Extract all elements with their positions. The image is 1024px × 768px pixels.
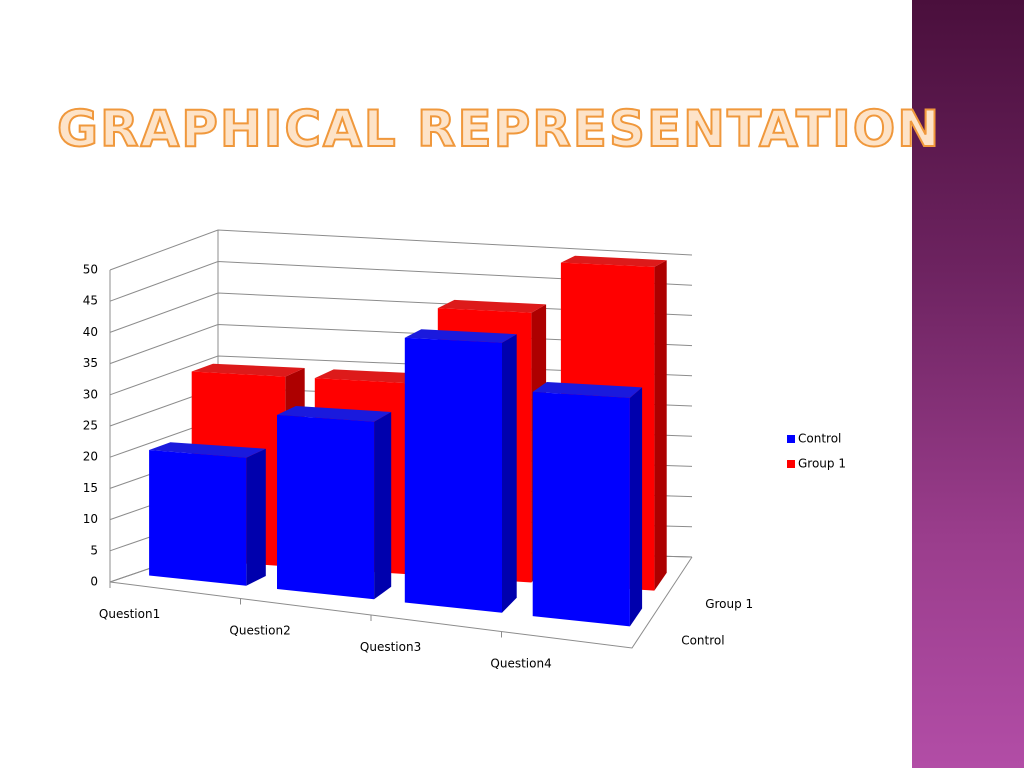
- bar-side: [246, 448, 266, 586]
- x-tick-label: Question1: [99, 607, 160, 621]
- axis-line: [109, 556, 693, 649]
- legend-label: Control: [798, 432, 841, 446]
- grid-line: [109, 260, 693, 302]
- bar: [532, 391, 630, 627]
- legend-swatch: [787, 435, 795, 443]
- bar-top: [314, 369, 426, 384]
- bar-top: [560, 255, 667, 267]
- side-panel: [912, 0, 1024, 768]
- bar-side: [502, 334, 517, 613]
- y-tick-label: 15: [83, 481, 98, 495]
- x-tick-label: Question4: [490, 656, 551, 670]
- bar-top: [532, 382, 643, 398]
- bar: [149, 450, 247, 586]
- grid-line: [109, 229, 693, 271]
- bar-side: [654, 260, 667, 591]
- y-tick-label: 35: [83, 356, 98, 370]
- bar-side: [374, 412, 392, 600]
- depth-label: Group 1: [705, 597, 753, 611]
- y-tick-label: 40: [83, 325, 98, 339]
- x-tick-label: Question3: [360, 640, 421, 654]
- bar: [404, 337, 502, 613]
- legend-swatch: [787, 460, 795, 468]
- y-tick-label: 5: [90, 543, 98, 557]
- bar-top: [404, 329, 517, 343]
- y-tick-label: 0: [90, 575, 98, 589]
- bar: [277, 414, 375, 600]
- y-tick-label: 10: [83, 512, 98, 526]
- bar-side: [629, 387, 643, 627]
- bar-top: [277, 406, 392, 422]
- bar-top: [191, 363, 305, 377]
- bar-top: [437, 299, 547, 313]
- y-tick-label: 45: [83, 294, 98, 308]
- chart: 0 5 10 15 20 25 30 35 40 45 50 Question1 Question2 Qu…: [83, 229, 846, 670]
- y-tick-label: 25: [83, 419, 98, 433]
- bar-top: [149, 442, 266, 458]
- slide-title: GRAPHICAL REPRESENTATION: [56, 99, 942, 159]
- x-tick-label: Question2: [229, 623, 290, 637]
- legend-label: Group 1: [798, 457, 846, 471]
- depth-label: Control: [681, 633, 724, 647]
- y-tick-label: 50: [83, 263, 98, 277]
- y-tick-label: 20: [83, 450, 98, 464]
- y-tick-label: 30: [83, 387, 98, 401]
